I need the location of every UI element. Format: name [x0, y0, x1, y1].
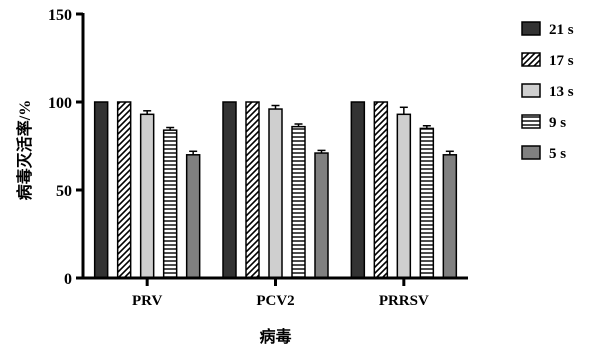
bar: [442, 154, 458, 279]
legend-label: 21 s: [549, 22, 574, 38]
bar: [373, 101, 389, 279]
y-tick-label: 150: [48, 7, 72, 24]
bar: [396, 113, 412, 279]
bar: [116, 101, 132, 279]
y-axis-title: 病毒灭活率/%: [15, 100, 34, 200]
bar: [162, 129, 178, 279]
legend-label: 5 s: [549, 146, 566, 162]
bar-group: [93, 101, 201, 279]
legend-swatch: [521, 21, 541, 36]
legend-label: 13 s: [549, 84, 574, 100]
bar: [139, 113, 155, 279]
bar: [419, 127, 435, 279]
bar: [350, 101, 366, 279]
legend-item: 21 s: [521, 21, 574, 38]
bar-group: [350, 101, 458, 279]
plot-area: [93, 101, 458, 279]
y-tick-label: 100: [48, 95, 72, 112]
bar: [93, 101, 109, 279]
legend: 21 s 17 s 13 s 9 s 5 s: [521, 21, 574, 162]
legend-swatch: [521, 52, 541, 67]
legend-swatch: [521, 114, 541, 129]
legend-item: 9 s: [521, 114, 566, 131]
bar: [268, 108, 283, 279]
legend-item: 17 s: [521, 52, 574, 69]
bar: [314, 152, 329, 279]
y-tick-label: 0: [64, 271, 72, 288]
legend-item: 5 s: [521, 145, 566, 162]
bar: [222, 101, 237, 279]
legend-label: 17 s: [549, 53, 574, 69]
x-tick-label: PCV2: [256, 293, 294, 309]
y-axis-ticks: 0 50 100 150: [48, 7, 83, 288]
x-tick-label: PRV: [132, 293, 162, 309]
bar: [185, 154, 201, 279]
x-axis-title: 病毒: [259, 327, 291, 346]
bar: [245, 101, 260, 279]
y-tick-label: 50: [56, 183, 72, 200]
legend-swatch: [521, 83, 541, 98]
bar: [291, 125, 306, 279]
legend-swatch: [521, 145, 541, 160]
bar-group: [222, 101, 329, 279]
legend-item: 13 s: [521, 83, 574, 100]
legend-label: 9 s: [549, 115, 566, 131]
x-tick-label: PRRSV: [379, 293, 429, 309]
x-axis-ticks: PRV PCV2 PRRSV: [132, 278, 429, 309]
